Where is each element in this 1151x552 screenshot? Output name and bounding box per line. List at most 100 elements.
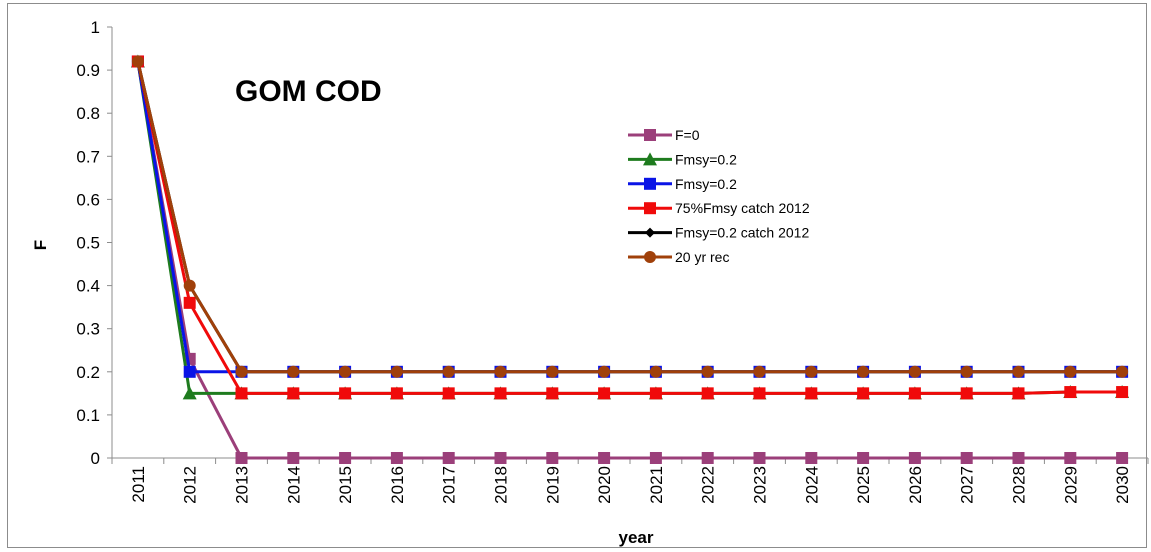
data-point xyxy=(753,452,766,464)
data-point xyxy=(753,387,766,400)
data-point xyxy=(908,452,921,464)
series-line xyxy=(136,61,1123,374)
legend-marker xyxy=(643,152,657,166)
legend: F=0 Fmsy=0.2 Fmsy=0.2 75%Fmsy catch 2012 Fms… xyxy=(628,127,810,265)
y-tick-label: 0.5 xyxy=(76,234,100,253)
data-point xyxy=(649,365,662,378)
data-point xyxy=(287,452,300,464)
data-point xyxy=(442,387,455,400)
series-line xyxy=(136,61,1123,395)
legend-item: Fmsy=0.2 catch 2012 xyxy=(628,225,809,241)
data-point xyxy=(701,365,714,378)
x-tick-label: 2028 xyxy=(1010,466,1029,504)
y-tick-label: 0.9 xyxy=(76,61,100,80)
x-tick-label: 2024 xyxy=(802,466,821,504)
data-point xyxy=(598,452,611,464)
x-tick-label: 2029 xyxy=(1061,466,1080,504)
y-tick-label: 0.4 xyxy=(76,277,100,296)
x-tick-label: 2019 xyxy=(543,466,562,504)
data-point xyxy=(908,387,921,400)
x-tick-label: 2013 xyxy=(233,466,252,504)
data-point xyxy=(805,387,818,400)
legend-marker xyxy=(644,129,656,141)
data-point xyxy=(1012,365,1025,378)
y-tick-label: 0.2 xyxy=(76,363,100,382)
data-point xyxy=(546,365,559,378)
legend-item: 20 yr rec xyxy=(628,249,729,265)
data-point xyxy=(857,387,870,400)
data-point xyxy=(287,365,300,378)
data-point xyxy=(494,365,507,378)
data-point xyxy=(442,452,455,464)
legend-label: Fmsy=0.2 xyxy=(675,151,737,167)
x-tick-label: 2018 xyxy=(492,466,511,504)
data-point xyxy=(701,452,714,464)
data-point xyxy=(1116,452,1129,464)
y-tick-label: 0.6 xyxy=(76,190,100,209)
data-point xyxy=(753,365,766,378)
x-tick-label: 2020 xyxy=(595,466,614,504)
x-tick-label: 2017 xyxy=(440,466,459,504)
data-point xyxy=(908,365,921,378)
data-point xyxy=(857,365,870,378)
y-tick-label: 0.7 xyxy=(76,147,100,166)
x-tick-label: 2030 xyxy=(1113,466,1132,504)
legend-label: F=0 xyxy=(675,127,700,143)
data-point xyxy=(235,452,248,464)
data-point xyxy=(390,387,403,400)
legend-item: F=0 xyxy=(628,127,700,143)
data-point xyxy=(183,296,196,309)
data-point xyxy=(235,387,248,400)
x-axis-title: year xyxy=(619,528,654,547)
data-point xyxy=(598,365,611,378)
data-point xyxy=(649,387,662,400)
legend-item: Fmsy=0.2 xyxy=(628,151,737,167)
x-tick-label: 2022 xyxy=(699,466,718,504)
data-point xyxy=(1064,452,1077,464)
data-point xyxy=(805,365,818,378)
legend-marker xyxy=(645,227,655,238)
data-point xyxy=(1012,452,1025,464)
y-tick-label: 0.8 xyxy=(76,104,100,123)
legend-label: Fmsy=0.2 xyxy=(675,176,737,192)
series-line xyxy=(136,61,1123,395)
x-tick-label: 2016 xyxy=(388,466,407,504)
legend-marker xyxy=(644,177,656,190)
series-line xyxy=(136,61,1123,374)
data-point xyxy=(960,452,973,464)
data-point xyxy=(390,452,403,464)
y-tick-label: 0.1 xyxy=(76,406,100,425)
series-3 xyxy=(131,55,1129,400)
x-tick-label: 2021 xyxy=(647,466,666,504)
y-tick-label: 0.3 xyxy=(76,320,100,339)
x-tick-label: 2012 xyxy=(181,466,200,504)
series-layer xyxy=(130,54,1130,464)
data-point xyxy=(339,387,352,400)
data-point xyxy=(1064,365,1077,378)
data-point xyxy=(339,452,352,464)
legend-item: Fmsy=0.2 xyxy=(628,176,737,192)
y-tick-label: 0 xyxy=(91,449,100,468)
x-tick-label: 2015 xyxy=(336,466,355,504)
data-point xyxy=(339,365,352,378)
legend-item: 75%Fmsy catch 2012 xyxy=(628,200,810,216)
data-point xyxy=(131,55,144,68)
x-tick-label: 2026 xyxy=(906,466,925,504)
y-axis-title: F xyxy=(31,240,50,250)
x-tick-label: 2014 xyxy=(284,466,303,504)
x-tick-label: 2027 xyxy=(958,466,977,504)
x-tick-label: 2011 xyxy=(129,466,148,503)
data-point xyxy=(1012,387,1025,400)
legend-marker xyxy=(644,202,656,215)
data-point xyxy=(960,387,973,400)
data-point xyxy=(494,387,507,400)
data-point xyxy=(701,387,714,400)
data-point xyxy=(442,365,455,378)
x-tick-label: 2023 xyxy=(751,466,770,504)
data-point xyxy=(857,452,870,464)
y-tick-label: 1 xyxy=(91,18,100,37)
data-point xyxy=(183,279,196,292)
series-line xyxy=(136,61,1123,374)
legend-marker xyxy=(644,251,656,263)
